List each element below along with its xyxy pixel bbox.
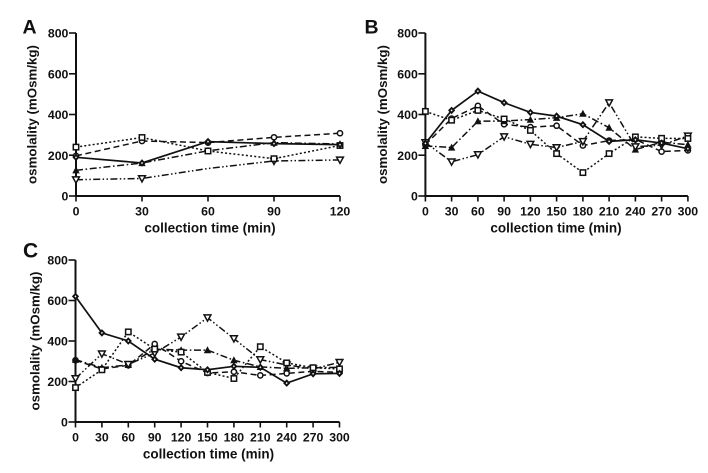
svg-text:osmolality (mOsm/kg): osmolality (mOsm/kg) bbox=[25, 45, 40, 184]
svg-text:400: 400 bbox=[397, 108, 418, 122]
svg-text:60: 60 bbox=[201, 204, 215, 218]
svg-text:120: 120 bbox=[520, 204, 541, 218]
svg-text:200: 200 bbox=[48, 149, 69, 163]
svg-text:60: 60 bbox=[121, 430, 135, 444]
svg-text:collection time (min): collection time (min) bbox=[144, 221, 275, 236]
svg-text:270: 270 bbox=[303, 430, 324, 444]
svg-text:0: 0 bbox=[72, 430, 79, 444]
svg-text:150: 150 bbox=[197, 430, 218, 444]
svg-text:200: 200 bbox=[397, 149, 418, 163]
svg-text:30: 30 bbox=[95, 430, 109, 444]
svg-text:collection time (min): collection time (min) bbox=[490, 221, 621, 236]
svg-text:30: 30 bbox=[135, 204, 149, 218]
svg-text:B: B bbox=[365, 17, 379, 39]
svg-text:C: C bbox=[23, 239, 38, 262]
svg-text:210: 210 bbox=[599, 204, 620, 218]
svg-text:210: 210 bbox=[250, 430, 271, 444]
svg-text:600: 600 bbox=[397, 67, 418, 81]
svg-text:osmolality (mOsm/kg): osmolality (mOsm/kg) bbox=[375, 45, 390, 184]
svg-text:800: 800 bbox=[48, 27, 69, 41]
svg-text:0: 0 bbox=[411, 190, 418, 204]
svg-text:A: A bbox=[23, 17, 37, 39]
svg-text:180: 180 bbox=[573, 204, 594, 218]
svg-text:300: 300 bbox=[329, 430, 350, 444]
svg-text:180: 180 bbox=[224, 430, 245, 444]
svg-text:150: 150 bbox=[546, 204, 567, 218]
svg-text:0: 0 bbox=[73, 204, 80, 218]
svg-text:0: 0 bbox=[61, 416, 68, 430]
svg-text:240: 240 bbox=[625, 204, 646, 218]
svg-text:collection time (min): collection time (min) bbox=[143, 447, 274, 462]
svg-text:osmolality (mOsm/kg): osmolality (mOsm/kg) bbox=[28, 272, 43, 411]
svg-text:600: 600 bbox=[48, 67, 69, 81]
svg-text:400: 400 bbox=[48, 108, 69, 122]
svg-text:120: 120 bbox=[171, 430, 192, 444]
svg-text:90: 90 bbox=[267, 204, 281, 218]
svg-text:30: 30 bbox=[445, 204, 459, 218]
svg-text:0: 0 bbox=[62, 190, 69, 204]
svg-text:0: 0 bbox=[422, 204, 429, 218]
svg-text:800: 800 bbox=[47, 254, 68, 268]
svg-text:270: 270 bbox=[651, 204, 672, 218]
svg-text:800: 800 bbox=[397, 27, 418, 41]
svg-text:240: 240 bbox=[276, 430, 297, 444]
svg-text:90: 90 bbox=[148, 430, 162, 444]
svg-text:60: 60 bbox=[471, 204, 485, 218]
svg-text:400: 400 bbox=[47, 335, 68, 349]
svg-text:600: 600 bbox=[47, 294, 68, 308]
svg-text:200: 200 bbox=[47, 375, 68, 389]
svg-text:300: 300 bbox=[678, 204, 699, 218]
svg-text:120: 120 bbox=[330, 204, 351, 218]
svg-text:90: 90 bbox=[497, 204, 511, 218]
